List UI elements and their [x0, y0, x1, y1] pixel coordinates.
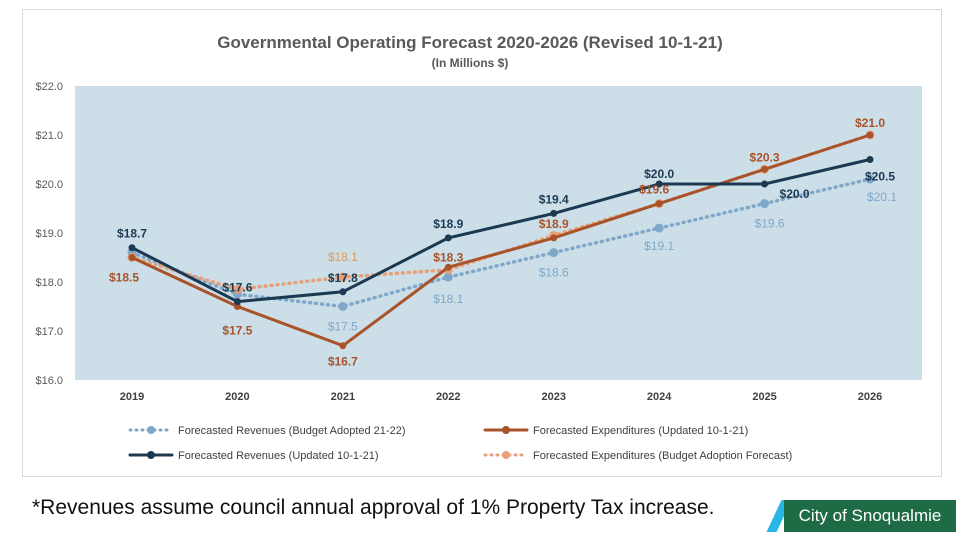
data-point [550, 209, 558, 217]
x-tick-label: 2024 [647, 391, 672, 403]
data-point [655, 200, 663, 208]
data-point [760, 199, 770, 209]
data-point [338, 302, 348, 311]
series-line [130, 177, 872, 309]
city-logo: City of Snoqualmie [766, 500, 956, 532]
y-tick-label: $17.0 [35, 326, 63, 338]
data-label: $18.6 [539, 266, 569, 280]
x-tick-label: 2021 [331, 391, 355, 403]
data-point [866, 131, 874, 139]
legend-marker [502, 451, 510, 459]
plot-area [75, 86, 922, 380]
data-label: $18.9 [539, 217, 569, 231]
data-label: $17.5 [222, 324, 252, 338]
data-point [233, 303, 241, 310]
legend-label: Forecasted Revenues (Updated 10-1-21) [178, 450, 379, 462]
data-label: $21.0 [855, 116, 885, 130]
data-point [655, 180, 663, 188]
data-point [866, 156, 874, 163]
data-label: $18.1 [433, 292, 463, 306]
series-line [130, 158, 872, 304]
data-label: $17.8 [328, 271, 358, 285]
data-label: $17.5 [328, 320, 358, 334]
data-label: $19.6 [755, 217, 785, 231]
chart-subtitle: (In Millions $) [432, 56, 509, 70]
data-point [128, 244, 136, 252]
data-point [233, 298, 241, 306]
series-line [130, 133, 872, 348]
data-label: $17.6 [222, 281, 252, 295]
legend-label: Forecasted Revenues (Budget Adopted 21-2… [178, 425, 405, 437]
data-point [654, 223, 664, 233]
y-tick-label: $20.0 [35, 179, 63, 191]
y-tick-label: $22.0 [35, 81, 63, 93]
data-point [232, 284, 242, 294]
logo-text: City of Snoqualmie [784, 500, 956, 532]
data-point [865, 174, 875, 184]
data-label: $18.7 [117, 227, 147, 241]
data-label: $18.9 [433, 217, 463, 231]
legend-label: Forecasted Expenditures (Updated 10-1-21… [533, 425, 748, 437]
x-tick-label: 2025 [752, 391, 776, 403]
data-point [443, 272, 453, 282]
data-label: $20.3 [750, 150, 780, 164]
x-tick-label: 2020 [225, 391, 249, 403]
data-point [550, 234, 558, 242]
data-point [128, 254, 136, 261]
data-label: $19.6 [639, 183, 669, 197]
data-point [761, 165, 769, 173]
data-label: $18.3 [433, 250, 463, 264]
data-label: $18.5 [109, 271, 139, 285]
y-tick-label: $16.0 [35, 375, 63, 387]
legend-marker [147, 426, 155, 434]
data-point [339, 288, 347, 296]
data-point [444, 234, 452, 242]
data-label: $19.1 [644, 239, 674, 253]
data-point [761, 180, 769, 188]
footnote: *Revenues assume council annual approval… [32, 496, 715, 519]
x-tick-label: 2019 [120, 391, 144, 403]
y-tick-label: $21.0 [35, 130, 63, 142]
data-label: $20.0 [780, 187, 810, 201]
legend-marker [502, 426, 510, 434]
data-point [339, 342, 347, 350]
y-tick-label: $19.0 [35, 228, 63, 240]
x-tick-label: 2022 [436, 391, 460, 403]
data-label: $18.1 [328, 250, 358, 264]
legend-marker [147, 451, 155, 459]
data-point [338, 272, 348, 282]
data-point [444, 263, 452, 271]
data-label: $20.5 [865, 170, 895, 184]
x-tick-label: 2026 [858, 391, 882, 403]
chart-title: Governmental Operating Forecast 2020-202… [217, 33, 723, 52]
legend-label: Forecasted Expenditures (Budget Adoption… [533, 450, 792, 462]
x-tick-label: 2023 [541, 391, 565, 403]
data-label: $16.7 [328, 355, 358, 369]
data-label: $19.4 [539, 192, 569, 206]
y-tick-label: $18.0 [35, 277, 63, 289]
data-point [549, 248, 559, 258]
data-label: $20.1 [867, 190, 897, 204]
data-label: $20.0 [644, 167, 674, 181]
